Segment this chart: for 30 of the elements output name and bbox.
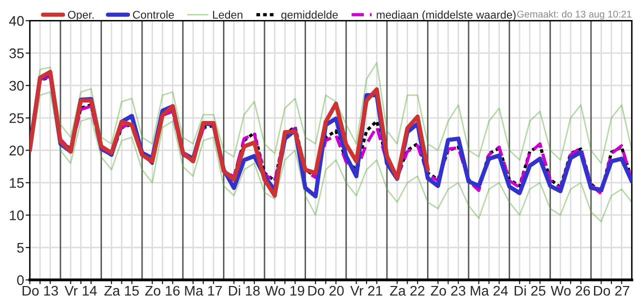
y-tick-label: 10 bbox=[10, 210, 24, 220]
y-tick-label: 15 bbox=[10, 178, 24, 188]
x-tick-label: Ma 17 bbox=[185, 286, 222, 296]
x-tick-label: Di 25 bbox=[514, 285, 546, 296]
x-tick-label: Zo 23 bbox=[430, 286, 466, 296]
x-tick-label: Di 18 bbox=[229, 285, 260, 296]
y-tick-label: 25 bbox=[10, 113, 24, 124]
x-tick-label: Zo 16 bbox=[145, 286, 180, 296]
y-tick-label: 20 bbox=[10, 146, 24, 156]
y-tick-label: 40 bbox=[9, 16, 24, 26]
y-tick-label: 30 bbox=[9, 80, 24, 91]
y-tick-label: 5 bbox=[17, 242, 24, 253]
x-tick-label: Za 22 bbox=[390, 286, 424, 296]
x-tick-label: Do 20 bbox=[308, 286, 344, 296]
y-tick-label: 0 bbox=[17, 275, 24, 286]
legend-label: Controle bbox=[132, 10, 174, 19]
x-tick-label: Do 13 bbox=[22, 286, 58, 296]
x-tick-label: Vr 21 bbox=[350, 286, 382, 296]
legend-label: Oper. bbox=[68, 10, 94, 21]
legend-label: gemiddelde bbox=[281, 10, 338, 21]
x-tick-label: Vr 14 bbox=[64, 286, 97, 296]
y-tick-label: 35 bbox=[9, 48, 24, 58]
x-tick-label: Do 27 bbox=[594, 286, 630, 296]
legend-label: Leden bbox=[213, 10, 242, 19]
text: Gemaakt: do 13 aug 10:21 bbox=[517, 10, 632, 20]
x-tick-label: Wo 26 bbox=[550, 286, 590, 296]
x-tick-label: Za 15 bbox=[104, 286, 139, 296]
x-tick-label: Ma 24 bbox=[470, 286, 508, 296]
legend-label: mediaan (middelste waarde) bbox=[376, 10, 516, 21]
x-tick-label: Wo 19 bbox=[265, 286, 304, 296]
